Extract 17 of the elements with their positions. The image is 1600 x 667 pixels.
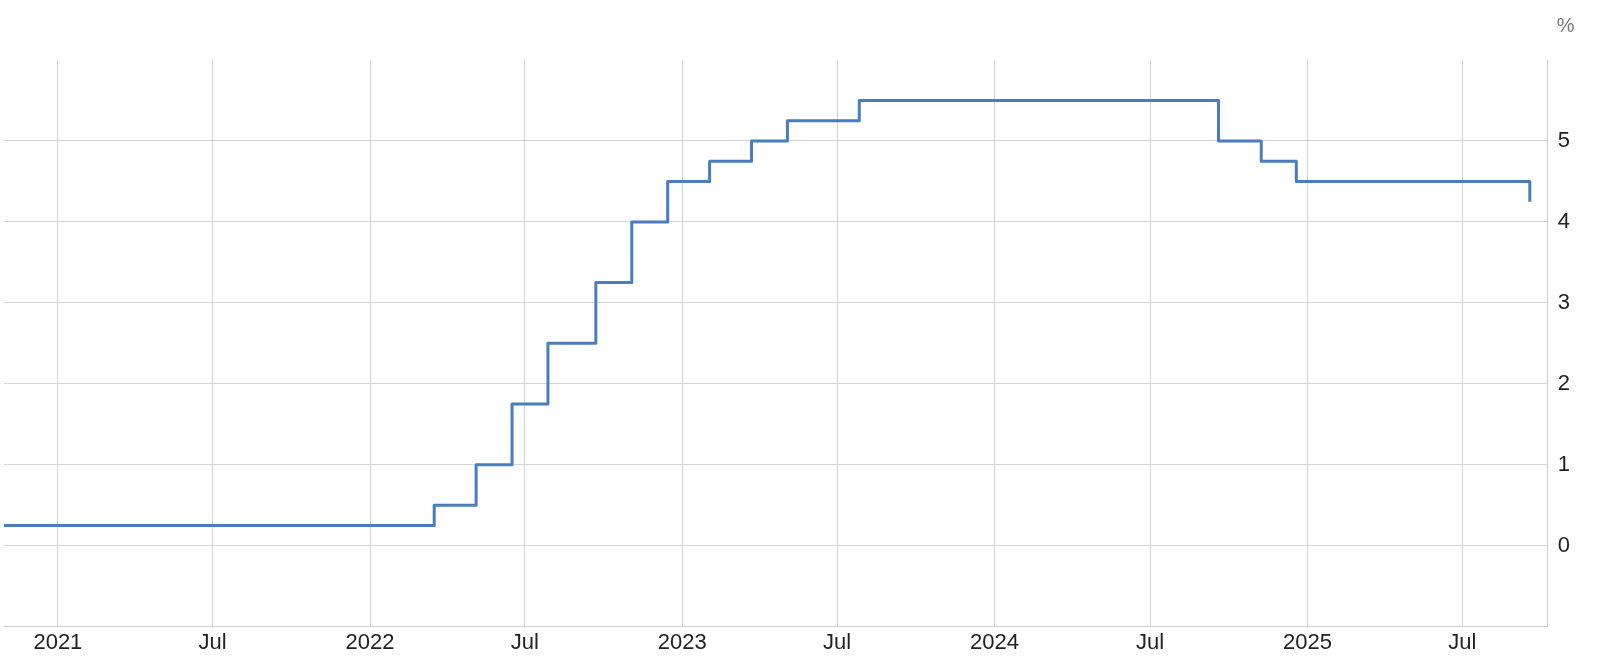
x-tick-label: Jul (822, 628, 852, 654)
y-tick-label: 0 (1557, 531, 1571, 557)
x-tick-label: 2022 (345, 628, 395, 654)
y-tick-label: 1 (1557, 450, 1571, 476)
x-tick-label: Jul (1136, 628, 1165, 654)
y-axis-title: % (1556, 13, 1575, 36)
y-tick-label: 5 (1557, 127, 1571, 153)
x-tick-label: 2021 (33, 628, 83, 654)
x-tick-label: Jul (510, 628, 539, 654)
x-tick-label: Jul (1448, 628, 1477, 654)
y-tick-label: 2 (1557, 369, 1571, 395)
y-tick-label: 3 (1557, 288, 1571, 314)
x-tick-label: 2023 (657, 628, 707, 654)
x-tick-label: Jul (198, 628, 227, 654)
x-tick-label: 2024 (969, 628, 1019, 654)
y-tick-label: 4 (1557, 207, 1571, 233)
x-tick-label: 2025 (1282, 628, 1332, 654)
